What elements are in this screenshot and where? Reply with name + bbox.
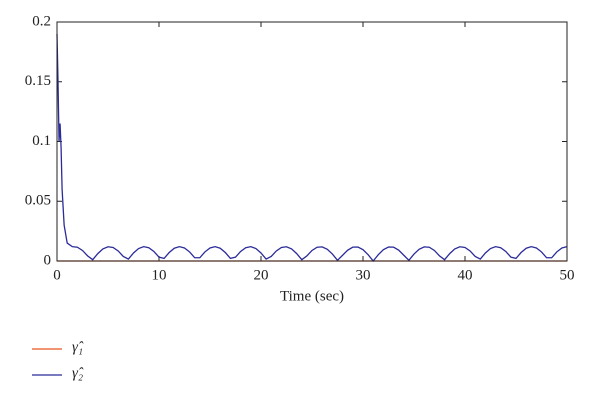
plot-frame	[56, 21, 568, 262]
y-tick-label: 0.05	[25, 193, 51, 209]
x-axis-label: Time (sec)	[280, 288, 344, 304]
y-tick-label: 0.15	[25, 73, 51, 89]
series-line	[56, 33, 568, 263]
x-tick-label: 0	[53, 267, 61, 283]
x-tick-label: 40	[458, 267, 473, 283]
x-tick-label: 20	[254, 267, 269, 283]
x-tick-label: 50	[560, 267, 575, 283]
legend-label: γ̂₁	[72, 339, 84, 355]
x-tick-label: 10	[152, 267, 167, 283]
y-tick-label: 0.2	[32, 13, 51, 29]
y-tick-label: 0	[44, 252, 52, 268]
x-tick-label: 30	[356, 267, 371, 283]
y-tick-label: 0.1	[32, 133, 51, 149]
legend-label: γ̂₂	[72, 365, 84, 381]
